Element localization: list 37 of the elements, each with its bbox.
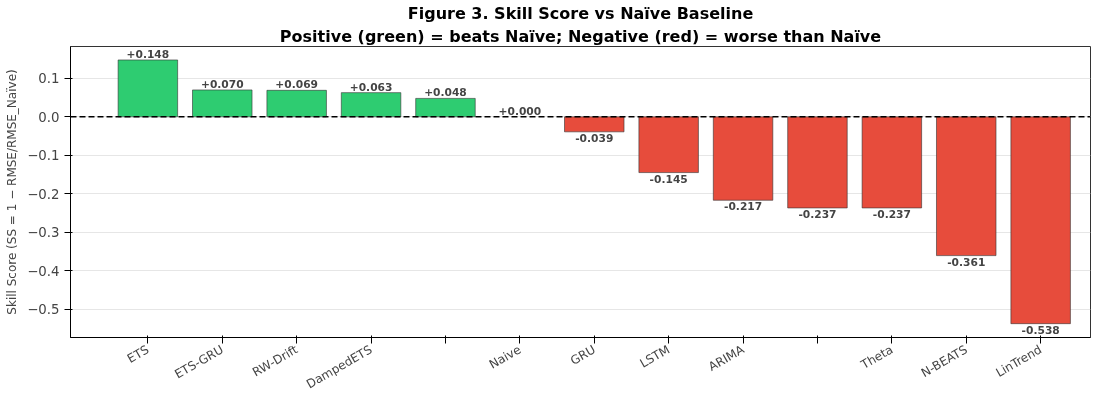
bar bbox=[192, 89, 253, 118]
bar bbox=[1010, 116, 1071, 324]
bar bbox=[266, 90, 327, 118]
data-label: -0.538 bbox=[1021, 323, 1060, 337]
y-axis-title: Skill Score (SS = 1 − RMSE/RMSE_Naïve) bbox=[5, 69, 20, 315]
data-label: +0.048 bbox=[424, 86, 467, 100]
bar bbox=[787, 116, 848, 209]
bar bbox=[713, 116, 774, 201]
chart-subtitle: Positive (green) = beats Naïve; Negative (red) = worse than Naïve bbox=[279, 26, 882, 46]
bar bbox=[341, 92, 402, 118]
data-label: +0.070 bbox=[200, 77, 244, 91]
data-label: -0.237 bbox=[872, 207, 911, 221]
data-label: +0.000 bbox=[498, 104, 542, 118]
x-tick-label: GRU bbox=[567, 342, 598, 368]
bar bbox=[415, 98, 476, 118]
bar bbox=[638, 116, 699, 173]
data-label: -0.237 bbox=[798, 207, 837, 221]
y-tick-label: −0.1 bbox=[27, 148, 60, 164]
y-tick-label: −0.2 bbox=[27, 186, 60, 202]
data-label: +0.063 bbox=[349, 80, 393, 94]
chart-title: Figure 3. Skill Score vs Naïve Baseline bbox=[407, 3, 754, 23]
bar bbox=[861, 116, 922, 209]
bar bbox=[117, 59, 178, 118]
data-label: -0.145 bbox=[649, 172, 688, 186]
y-tick-label: 0.1 bbox=[38, 71, 60, 87]
y-tick-label: −0.3 bbox=[27, 225, 60, 241]
bar bbox=[564, 116, 625, 133]
data-label: +0.148 bbox=[126, 47, 170, 61]
bar bbox=[936, 116, 997, 256]
data-label: +0.069 bbox=[275, 78, 318, 92]
y-tick-label: 0.0 bbox=[38, 109, 60, 125]
data-label: -0.217 bbox=[724, 200, 763, 214]
data-label: -0.039 bbox=[575, 131, 614, 145]
data-label: -0.361 bbox=[947, 255, 986, 269]
y-tick-label: −0.5 bbox=[27, 302, 60, 318]
x-tick-label: ETS bbox=[124, 342, 152, 366]
y-tick-label: −0.4 bbox=[27, 263, 60, 279]
